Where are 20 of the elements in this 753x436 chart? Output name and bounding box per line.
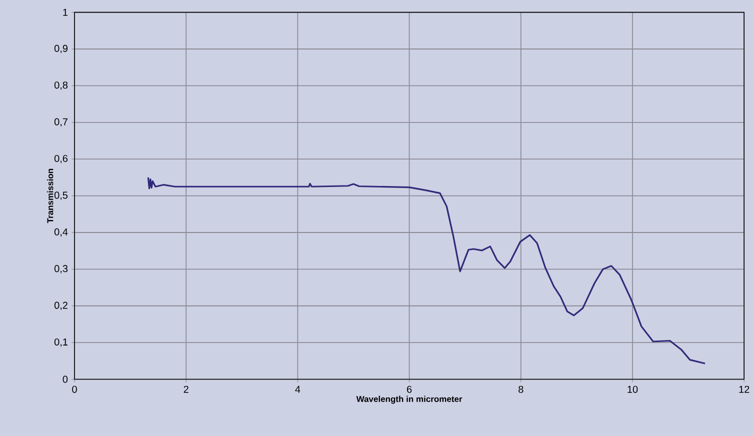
x-tick-label: 2: [184, 386, 188, 393]
x-tick-label: 6: [407, 386, 412, 393]
y-tick-label: 0,4: [54, 228, 68, 237]
y-tick-label: 0,9: [54, 44, 68, 54]
x-tick-label: 10: [628, 386, 638, 393]
y-tick-label: 0,3: [54, 265, 68, 274]
y-tick-label: 0,6: [54, 154, 68, 164]
x-axis-title: Wavelength in micrometer: [356, 396, 462, 404]
y-tick-label: 0,7: [54, 118, 68, 127]
x-tick-label: 8: [518, 386, 524, 393]
y-tick-label: 0: [62, 376, 68, 383]
y-tick-label: 0,2: [54, 302, 68, 310]
y-tick-label: 0,8: [54, 82, 68, 90]
x-tick-label: 0: [72, 386, 77, 393]
y-tick-label: 0,1: [54, 338, 68, 347]
x-tick-label: 12: [739, 386, 750, 393]
y-axis-title: Transmission: [46, 168, 54, 224]
y-tick-label: 1: [63, 8, 68, 16]
y-tick-label: 0,5: [54, 192, 68, 200]
x-tick-label: 4: [295, 386, 300, 393]
